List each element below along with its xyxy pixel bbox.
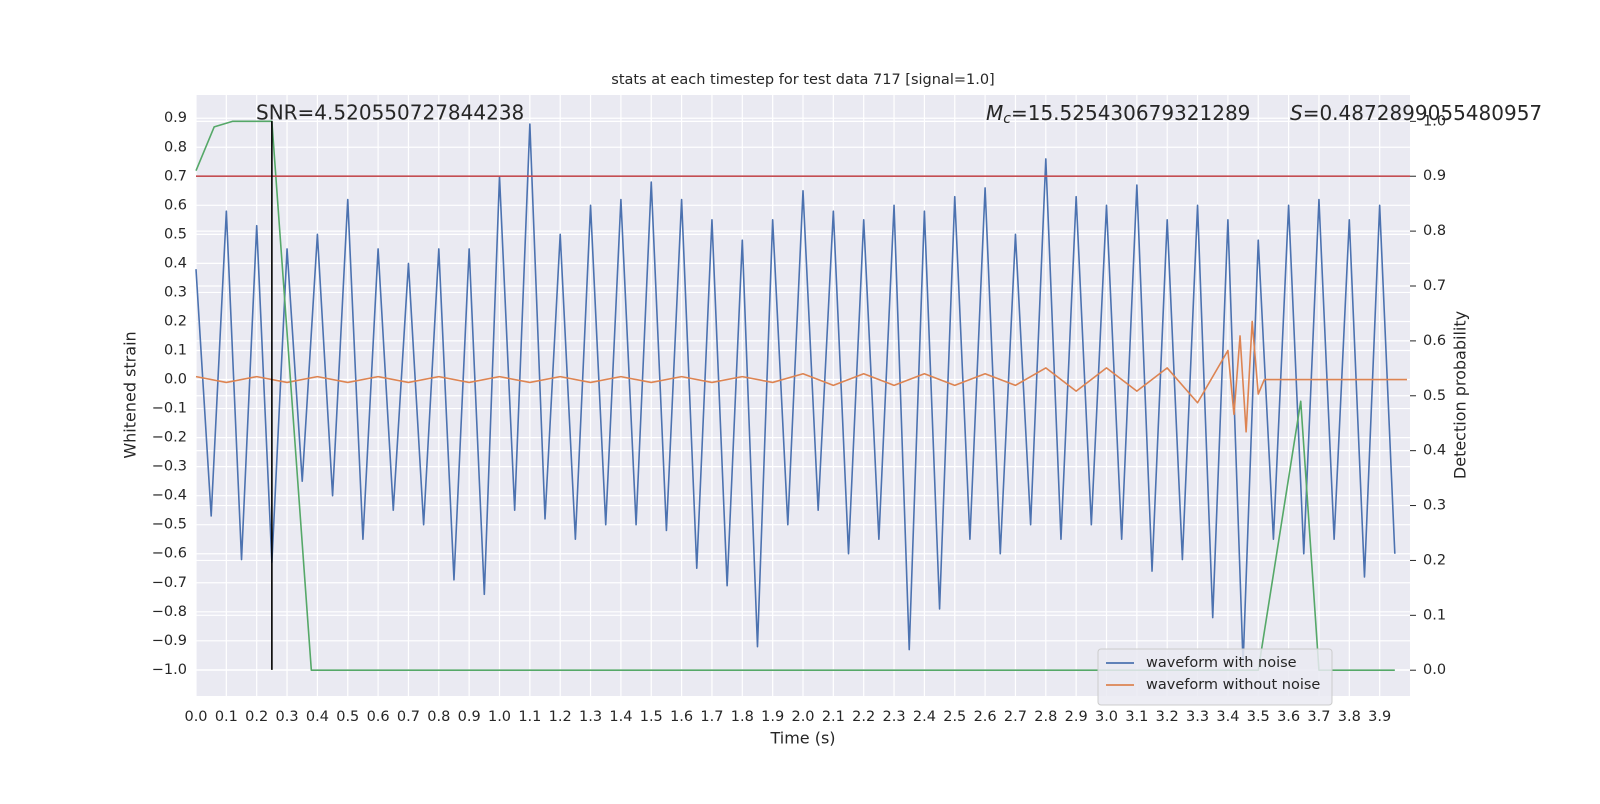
x-tick-label: 1.3 (579, 709, 602, 725)
x-tick-label: 1.0 (488, 709, 511, 725)
y-tick-label: 0.9 (164, 110, 187, 126)
x-axis-label: Time (s) (769, 729, 835, 748)
y-tick-label: −0.6 (152, 546, 187, 562)
annotation: Mc=15.525430679321289 (986, 101, 1250, 128)
y2-tick-label: 0.0 (1423, 662, 1446, 678)
y-tick-label: 0.1 (164, 342, 187, 358)
y-tick-label: 0.8 (164, 139, 187, 155)
y2-tick-label: 0.2 (1423, 552, 1446, 568)
x-tick-label: 3.9 (1368, 709, 1391, 725)
x-tick-label: 3.2 (1156, 709, 1179, 725)
x-tick-label: 3.1 (1125, 709, 1148, 725)
y-tick-label: −0.4 (152, 488, 187, 504)
y2-tick-label: 0.1 (1423, 607, 1446, 623)
x-tick-label: 2.1 (822, 709, 845, 725)
x-tick-label: 1.8 (731, 709, 754, 725)
x-tick-label: 2.6 (974, 709, 997, 725)
x-tick-label: 3.7 (1307, 709, 1330, 725)
y-tick-label: −0.1 (152, 401, 187, 417)
y-tick-label: −0.7 (152, 575, 187, 591)
x-tick-label: 1.4 (609, 709, 632, 725)
legend-box (1097, 648, 1333, 706)
y2-tick-label: 0.8 (1423, 223, 1446, 239)
x-tick-label: 0.2 (245, 709, 268, 725)
y2-tick-label: 0.9 (1423, 168, 1446, 184)
x-tick-label: 1.9 (761, 709, 784, 725)
y-tick-label: 0.0 (164, 372, 187, 388)
y2-tick-label: 1.0 (1423, 113, 1446, 129)
annotation-value: =0.4872899055480957 (1303, 101, 1542, 125)
chart-title: stats at each timestep for test data 717… (611, 72, 994, 88)
y-tick-label: −0.2 (152, 430, 187, 446)
x-tick-label: 2.7 (1004, 709, 1027, 725)
y-tick-label: 0.2 (164, 313, 187, 329)
x-tick-label: 3.0 (1095, 709, 1118, 725)
x-tick-label: 2.4 (913, 709, 936, 725)
y-tick-label: 0.4 (164, 255, 187, 271)
x-tick-label: 0.4 (306, 709, 329, 725)
y-tick-label: −0.3 (152, 459, 187, 475)
x-tick-label: 1.5 (640, 709, 663, 725)
x-tick-label: 3.8 (1338, 709, 1361, 725)
marks (195, 120, 1410, 671)
series-line (195, 320, 1407, 433)
x-tick-label: 1.2 (549, 709, 572, 725)
x-tick-label: 2.9 (1065, 709, 1088, 725)
y-tick-label: 0.7 (164, 168, 187, 184)
x-tick-label: 2.8 (1034, 709, 1057, 725)
y-tick-label: 0.6 (164, 197, 187, 213)
grid (195, 95, 1410, 696)
x-tick-label: 3.4 (1216, 709, 1239, 725)
x-tick-label: 0.7 (397, 709, 420, 725)
annotation: SNR=4.520550727844238 (256, 101, 524, 125)
x-tick-label: 0.5 (336, 709, 359, 725)
y2-tick-label: 0.3 (1423, 498, 1446, 514)
y2-tick-label: 0.4 (1423, 443, 1446, 459)
x-tick-label: 0.6 (367, 709, 390, 725)
y2-tick-label: 0.5 (1423, 388, 1446, 404)
x-tick-label: 0.9 (458, 709, 481, 725)
x-tick-label: 0.3 (276, 709, 299, 725)
legend: waveform with noise waveform without nois… (1097, 648, 1333, 706)
x-tick-label: 3.3 (1186, 709, 1209, 725)
annotation: S=0.4872899055480957 (1290, 101, 1542, 125)
x-tick-label: 3.5 (1247, 709, 1270, 725)
y-tick-label: −0.8 (152, 604, 187, 620)
x-tick-label: 0.8 (427, 709, 450, 725)
series-line (195, 120, 1395, 671)
annotation-subscript: c (1003, 111, 1011, 127)
x-tick-label: 1.7 (700, 709, 723, 725)
x-tick-label: 2.5 (943, 709, 966, 725)
x-tick-label: 1.1 (518, 709, 541, 725)
x-tick-label: 0.0 (184, 709, 207, 725)
y-tick-label: −0.9 (152, 633, 187, 649)
y2-axis-label: Detection probability (1451, 311, 1470, 479)
x-tick-label: 3.6 (1277, 709, 1300, 725)
y2-tick-label: 0.7 (1423, 278, 1446, 294)
y-tick-label: −1.0 (152, 662, 187, 678)
series-line (195, 123, 1396, 665)
annotation-value: =15.525430679321289 (1011, 101, 1250, 125)
legend-label: waveform without noise (1146, 677, 1320, 693)
annotation-symbol: S (1290, 101, 1303, 125)
x-tick-label: 1.6 (670, 709, 693, 725)
annotation-symbol: M (986, 101, 1003, 125)
y-axis-label: Whitened strain (121, 331, 140, 458)
x-tick-label: 0.1 (215, 709, 238, 725)
legend-label: waveform with noise (1146, 655, 1297, 671)
y-tick-label: −0.5 (152, 517, 187, 533)
x-tick-label: 2.3 (883, 709, 906, 725)
y-tick-label: 0.5 (164, 226, 187, 242)
y2-tick-label: 0.6 (1423, 333, 1446, 349)
y-tick-label: 0.3 (164, 284, 187, 300)
x-tick-label: 2.0 (791, 709, 814, 725)
x-tick-label: 2.2 (852, 709, 875, 725)
